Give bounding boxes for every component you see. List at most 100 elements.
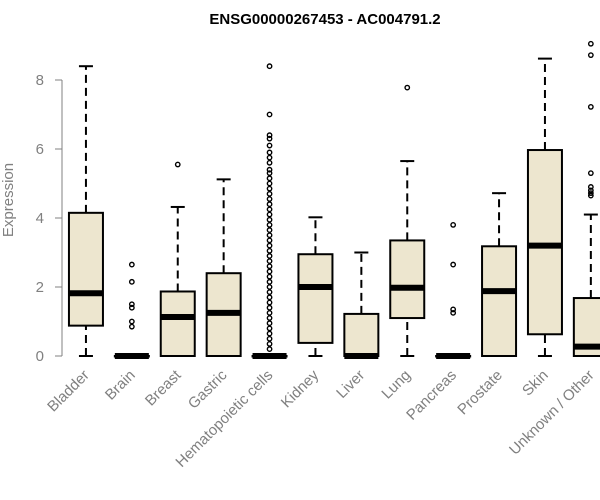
outlier-point — [266, 227, 273, 233]
box-brain — [113, 261, 150, 359]
iqr-box — [526, 149, 563, 336]
box-pancreas — [435, 221, 472, 359]
y-tick-label: 8 — [36, 72, 44, 89]
outlier-point — [266, 330, 273, 337]
outlier-point — [266, 289, 273, 296]
outlier-point — [266, 132, 273, 139]
outlier-point — [266, 142, 273, 149]
outlier-point — [128, 261, 135, 268]
box-skin — [526, 57, 563, 357]
x-tick-label: Liver — [333, 367, 368, 402]
outlier-point — [128, 278, 135, 285]
outlier-point — [266, 190, 273, 197]
outlier-point — [266, 320, 273, 327]
x-tick-label: Gastric — [185, 366, 231, 412]
x-tick-label: Prostate — [454, 367, 506, 419]
y-tick-label: 4 — [36, 210, 44, 227]
box-liver — [343, 251, 380, 359]
x-tick-label: Pancreas — [403, 367, 460, 424]
outlier-point — [266, 206, 273, 213]
y-tick-label: 0 — [36, 348, 44, 365]
outlier-point — [587, 40, 594, 47]
outlier-point — [266, 325, 273, 332]
iqr-box — [159, 290, 196, 357]
outlier-point — [266, 211, 273, 218]
outlier-point — [266, 247, 273, 254]
outlier-point — [266, 299, 273, 306]
box-hematopoietic-cells — [251, 63, 288, 359]
x-tick-label: Lung — [378, 367, 414, 403]
y-tick-label: 2 — [36, 279, 44, 296]
box-kidney — [297, 216, 334, 357]
x-tick-label: Skin — [519, 367, 552, 400]
outlier-point — [266, 294, 273, 301]
outlier-point — [266, 166, 273, 173]
iqr-box — [481, 245, 518, 357]
outlier-point — [128, 301, 135, 308]
outlier-point — [266, 253, 273, 259]
outlier-point — [266, 216, 273, 223]
outlier-point — [587, 190, 594, 197]
iqr-box — [343, 312, 380, 358]
outlier-point — [266, 185, 273, 192]
outlier-point — [266, 258, 273, 265]
outlier-point — [450, 261, 457, 268]
box-gastric — [205, 178, 242, 358]
outlier-point — [266, 149, 273, 156]
outlier-point — [266, 196, 273, 202]
outlier-point — [587, 104, 594, 110]
outlier-point — [587, 187, 594, 194]
outlier-point — [266, 111, 273, 118]
outlier-point — [266, 263, 273, 270]
outlier-point — [266, 315, 273, 321]
chart-title: ENSG00000267453 - AC004791.2 — [209, 11, 440, 28]
outlier-point — [450, 306, 457, 313]
outlier-point — [266, 154, 273, 161]
outlier-point — [266, 159, 273, 166]
outlier-point — [266, 237, 273, 244]
outlier-point — [266, 268, 273, 275]
outlier-point — [266, 273, 273, 280]
outlier-point — [128, 318, 135, 325]
box-group — [67, 40, 600, 359]
x-tick-label: Brain — [102, 367, 139, 404]
x-tick-label: Breast — [142, 366, 185, 409]
outlier-point — [266, 278, 273, 285]
outlier-point — [450, 221, 457, 228]
outlier-point — [174, 161, 181, 168]
outlier-point — [266, 346, 273, 352]
y-tick-label: 6 — [36, 141, 44, 158]
y-axis-label: Expression — [0, 163, 17, 237]
outlier-point — [128, 304, 135, 311]
x-tick-label: Kidney — [278, 366, 323, 411]
iqr-box — [389, 239, 426, 320]
outlier-point — [128, 323, 135, 330]
outlier-point — [266, 221, 273, 228]
outlier-point — [587, 192, 594, 199]
box-breast — [159, 161, 196, 357]
outlier-point — [450, 309, 457, 316]
outlier-point — [266, 180, 273, 187]
outlier-point — [266, 242, 273, 249]
x-tick-label: Bladder — [44, 367, 93, 416]
y-axis: 0 2 4 6 8 — [36, 72, 63, 365]
outlier-point — [266, 284, 273, 290]
outlier-point — [266, 135, 273, 142]
outlier-point — [266, 335, 273, 342]
outlier-point — [266, 341, 273, 347]
box-prostate — [481, 192, 518, 357]
outlier-point — [266, 175, 273, 182]
outlier-point — [266, 304, 273, 311]
x-tick-label: Unknown / Other — [506, 367, 598, 459]
outlier-point — [266, 309, 273, 316]
box-lung — [389, 84, 426, 357]
box-bladder — [67, 65, 104, 357]
outlier-point — [587, 52, 594, 59]
outlier-point — [266, 170, 273, 177]
outlier-point — [266, 63, 273, 70]
outlier-point — [266, 232, 273, 239]
box-unknown-other — [572, 40, 600, 358]
